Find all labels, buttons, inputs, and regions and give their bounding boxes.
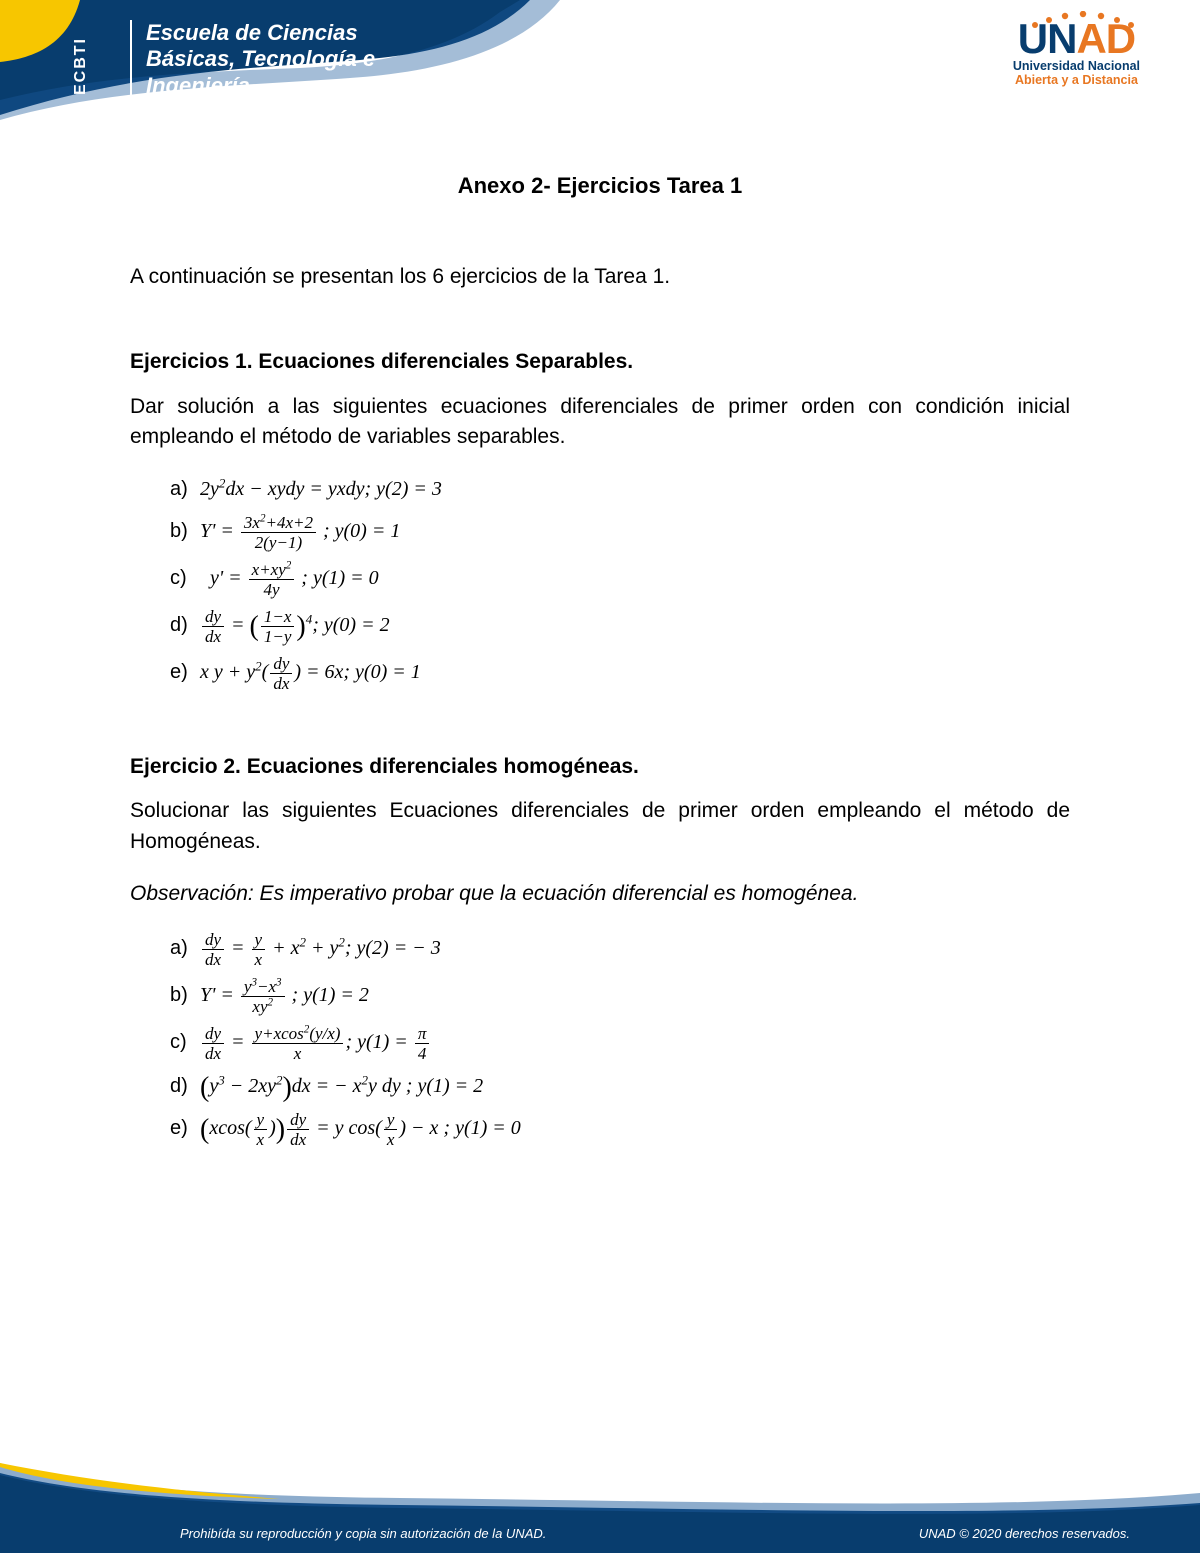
- section-2-obs: Observación: Es imperativo probar que la…: [130, 879, 1070, 909]
- logo-sub1: Universidad Nacional: [1013, 59, 1140, 73]
- exercise-list-2: a)dydx = yx + x2 + y2; y(2) = − 3 b)Y' =…: [130, 931, 1070, 1148]
- ecbti-vertical-label: ECBTI: [72, 37, 90, 95]
- ex2-c: c)dydx = y+xcos2(y/x)x; y(1) = π4: [170, 1025, 1070, 1062]
- ex1-c: c) y' = x+xy24y ; y(1) = 0: [170, 561, 1070, 598]
- logo-sub2: Abierta y a Distancia: [1013, 73, 1140, 87]
- section-2-title: Ejercicio 2. Ecuaciones diferenciales ho…: [130, 752, 1070, 782]
- ex2-a: a)dydx = yx + x2 + y2; y(2) = − 3: [170, 931, 1070, 968]
- school-line-1: Escuela de Ciencias: [146, 20, 375, 46]
- section-1-title: Ejercicios 1. Ecuaciones diferenciales S…: [130, 347, 1070, 377]
- page-header: ECBTI Escuela de Ciencias Básicas, Tecno…: [0, 0, 1200, 120]
- doc-title: Anexo 2- Ejercicios Tarea 1: [130, 170, 1070, 202]
- ex1-a: a)2y2dx − xydy = yxdy; y(2) = 3: [170, 475, 1070, 504]
- doc-intro: A continuación se presentan los 6 ejerci…: [130, 262, 1070, 292]
- ex1-b: b)Y' = 3x2+4x+22(y−1) ; y(0) = 1: [170, 514, 1070, 551]
- school-line-2: Básicas, Tecnología e: [146, 46, 375, 72]
- section-2-desc: Solucionar las siguientes Ecuaciones dif…: [130, 796, 1070, 857]
- footer-right: UNAD © 2020 derechos reservados.: [919, 1526, 1130, 1541]
- school-line-3: Ingeniería: [146, 73, 375, 99]
- school-name: Escuela de Ciencias Básicas, Tecnología …: [130, 20, 375, 99]
- page-footer: Prohibída su reproducción y copia sin au…: [0, 1463, 1200, 1553]
- exercise-list-1: a)2y2dx − xydy = yxdy; y(2) = 3 b)Y' = 3…: [130, 475, 1070, 692]
- page-content: Anexo 2- Ejercicios Tarea 1 A continuaci…: [0, 120, 1200, 1148]
- logo-dots-icon: [1025, 11, 1145, 29]
- section-1-desc: Dar solución a las siguientes ecuaciones…: [130, 392, 1070, 453]
- unad-logo: UNAD Universidad Nacional Abierta y a Di…: [1013, 15, 1140, 87]
- footer-left: Prohibída su reproducción y copia sin au…: [180, 1526, 546, 1541]
- ex1-d: d)dydx = (1−x1−y)4; y(0) = 2: [170, 608, 1070, 645]
- ex2-d: d)(y3 − 2xy2)dx = − x2y dy ; y(1) = 2: [170, 1072, 1070, 1101]
- ex2-e: e)(xcos(yx))dydx = y cos(yx) − x ; y(1) …: [170, 1111, 1070, 1148]
- ex1-e: e)x y + y2(dydx) = 6x; y(0) = 1: [170, 655, 1070, 692]
- ex2-b: b)Y' = y3−x3xy2 ; y(1) = 2: [170, 978, 1070, 1015]
